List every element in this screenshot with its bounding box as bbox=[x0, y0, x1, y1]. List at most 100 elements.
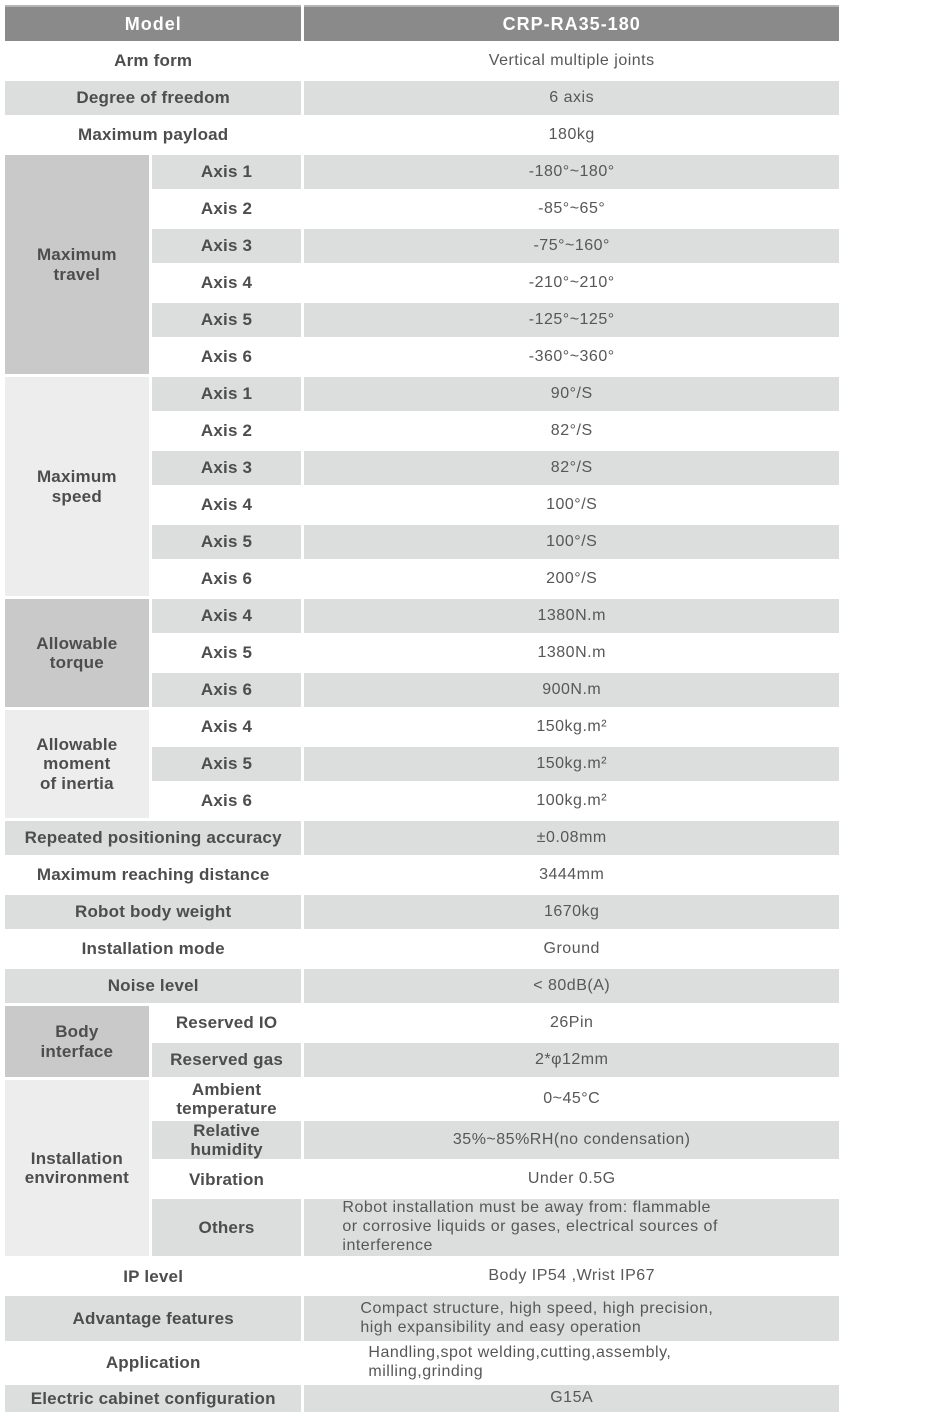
axis-label: Axis 4 bbox=[151, 488, 302, 522]
axis-label: Axis 6 bbox=[151, 562, 302, 596]
table-row: Repeated positioning accuracy ±0.08mm bbox=[5, 821, 839, 855]
table-row: Allowable torque Axis 4 1380N.m bbox=[5, 599, 839, 707]
axis-label: Axis 6 bbox=[151, 340, 302, 374]
axis-label: Axis 3 bbox=[151, 451, 302, 485]
table-row: Relative humidity 35%~85%RH(no condensat… bbox=[5, 1121, 839, 1160]
axis-label: Axis 2 bbox=[151, 192, 302, 226]
spec-value: -360°~360° bbox=[304, 340, 839, 374]
spec-label: Advantage features bbox=[5, 1296, 302, 1342]
spec-value: 0~45°C bbox=[304, 1080, 839, 1119]
table-row: Axis 5 150kg.m² bbox=[5, 747, 839, 781]
spec-value: -210°~210° bbox=[304, 266, 839, 300]
table-row: Reserved gas 2*φ12mm bbox=[5, 1043, 839, 1077]
axis-label: Axis 3 bbox=[151, 229, 302, 263]
sub-label: Vibration bbox=[151, 1162, 302, 1197]
axis-label: Axis 5 bbox=[151, 747, 302, 781]
spec-value: 35%~85%RH(no condensation) bbox=[304, 1121, 839, 1160]
table-row: Allowable moment of inertia Axis 4 150kg… bbox=[5, 710, 839, 818]
sub-label: Reserved gas bbox=[151, 1043, 302, 1077]
table-row: Axis 6 900N.m bbox=[5, 673, 839, 707]
spec-value: 900N.m bbox=[304, 673, 839, 707]
spec-value: 150kg.m² bbox=[304, 747, 839, 781]
section-allowable-torque: Allowable torque bbox=[5, 599, 149, 707]
table-row: Noise level < 80dB(A) bbox=[5, 969, 839, 1003]
spec-label: Arm form bbox=[5, 44, 302, 78]
table-row: Axis 4 -210°~210° bbox=[5, 266, 839, 300]
axis-label: Axis 6 bbox=[151, 673, 302, 707]
table-row: Installation mode Ground bbox=[5, 932, 839, 966]
spec-label: Degree of freedom bbox=[5, 81, 302, 115]
table-row: Axis 2 82°/S bbox=[5, 414, 839, 448]
spec-value: 100°/S bbox=[304, 525, 839, 559]
table-row: Application Handling,spot welding,cuttin… bbox=[5, 1344, 839, 1382]
table-row: Maximum payload 180kg bbox=[5, 118, 839, 152]
sub-label: Others bbox=[151, 1199, 302, 1257]
spec-label: Noise level bbox=[5, 969, 302, 1003]
spec-value: 26Pin bbox=[304, 1006, 839, 1040]
axis-label: Axis 5 bbox=[151, 636, 302, 670]
spec-value: 150kg.m² bbox=[304, 710, 839, 744]
axis-label: Axis 5 bbox=[151, 525, 302, 559]
table-row: Maximum reaching distance 3444mm bbox=[5, 858, 839, 892]
table-row: IP level Body IP54 ,Wrist IP67 bbox=[5, 1259, 839, 1294]
table-row: Axis 5 -125°~125° bbox=[5, 303, 839, 337]
table-row: Electric cabinet configuration G15A bbox=[5, 1384, 839, 1412]
spec-value: -85°~65° bbox=[304, 192, 839, 226]
spec-value: Vertical multiple joints bbox=[304, 44, 839, 78]
spec-value: 6 axis bbox=[304, 81, 839, 115]
axis-label: Axis 6 bbox=[151, 784, 302, 818]
table-row: Robot body weight 1670kg bbox=[5, 895, 839, 929]
spec-label: Repeated positioning accuracy bbox=[5, 821, 302, 855]
spec-value: 82°/S bbox=[304, 451, 839, 485]
table-row: Axis 5 1380N.m bbox=[5, 636, 839, 670]
section-installation-environment: Installation environment bbox=[5, 1080, 149, 1257]
table-row: Degree of freedom 6 axis bbox=[5, 81, 839, 115]
axis-label: Axis 2 bbox=[151, 414, 302, 448]
table-row: Body interface Reserved IO 26Pin bbox=[5, 1006, 839, 1077]
spec-value: 1380N.m bbox=[304, 599, 839, 633]
spec-value: -125°~125° bbox=[304, 303, 839, 337]
spec-value: Handling,spot welding,cutting,assembly, … bbox=[304, 1344, 839, 1382]
table-row: Others Robot installation must be away f… bbox=[5, 1199, 839, 1257]
spec-value: Compact structure, high speed, high prec… bbox=[304, 1296, 839, 1342]
table-row: Axis 6 200°/S bbox=[5, 562, 839, 596]
spec-value: 2*φ12mm bbox=[304, 1043, 839, 1077]
sub-label: Relative humidity bbox=[151, 1121, 302, 1160]
spec-label: Robot body weight bbox=[5, 895, 302, 929]
axis-label: Axis 4 bbox=[151, 710, 302, 744]
axis-label: Axis 1 bbox=[151, 377, 302, 411]
section-maximum-speed: Maximum speed bbox=[5, 377, 149, 596]
spec-label: Maximum reaching distance bbox=[5, 858, 302, 892]
section-maximum-travel: Maximum travel bbox=[5, 155, 149, 374]
spec-value: 3444mm bbox=[304, 858, 839, 892]
sub-label: Ambient temperature bbox=[151, 1080, 302, 1119]
spec-value: 100°/S bbox=[304, 488, 839, 522]
spec-label: Application bbox=[5, 1344, 302, 1382]
spec-value: -180°~180° bbox=[304, 155, 839, 189]
axis-label: Axis 4 bbox=[151, 266, 302, 300]
table-row: Maximum speed Axis 1 90°/S bbox=[5, 377, 839, 596]
model-header-cell: Model bbox=[5, 5, 302, 41]
axis-label: Axis 5 bbox=[151, 303, 302, 337]
spec-label: Maximum payload bbox=[5, 118, 302, 152]
section-body-interface: Body interface bbox=[5, 1006, 149, 1077]
table-row: Arm form Vertical multiple joints bbox=[5, 44, 839, 78]
table-row: Axis 2 -85°~65° bbox=[5, 192, 839, 226]
table-row: Advantage features Compact structure, hi… bbox=[5, 1296, 839, 1342]
spec-value: -75°~160° bbox=[304, 229, 839, 263]
spec-value: Robot installation must be away from: fl… bbox=[304, 1199, 839, 1257]
table-header-row: Model CRP-RA35-180 bbox=[5, 5, 839, 41]
table-row: Vibration Under 0.5G bbox=[5, 1162, 839, 1197]
table-row: Axis 4 100°/S bbox=[5, 488, 839, 522]
section-allowable-moment-of-inertia: Allowable moment of inertia bbox=[5, 710, 149, 818]
spec-value: Under 0.5G bbox=[304, 1162, 839, 1197]
spec-value: 180kg bbox=[304, 118, 839, 152]
table-row: Axis 3 -75°~160° bbox=[5, 229, 839, 263]
spec-value: 1380N.m bbox=[304, 636, 839, 670]
table-row: Maximum travel Axis 1 -180°~180° bbox=[5, 155, 839, 374]
spec-value: Ground bbox=[304, 932, 839, 966]
axis-label: Axis 4 bbox=[151, 599, 302, 633]
spec-value: ±0.08mm bbox=[304, 821, 839, 855]
table-row: Axis 5 100°/S bbox=[5, 525, 839, 559]
table-row: Axis 6 -360°~360° bbox=[5, 340, 839, 374]
